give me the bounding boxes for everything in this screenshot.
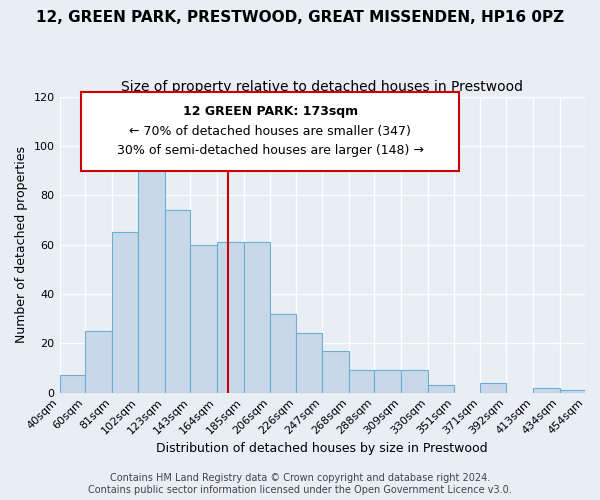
Bar	[349, 370, 374, 392]
Bar	[401, 370, 428, 392]
Bar	[533, 388, 560, 392]
Bar	[217, 242, 244, 392]
Bar	[428, 385, 454, 392]
Bar	[560, 390, 585, 392]
X-axis label: Distribution of detached houses by size in Prestwood: Distribution of detached houses by size …	[157, 442, 488, 455]
Bar	[59, 376, 85, 392]
Title: Size of property relative to detached houses in Prestwood: Size of property relative to detached ho…	[121, 80, 523, 94]
Bar	[138, 160, 165, 392]
Text: 12, GREEN PARK, PRESTWOOD, GREAT MISSENDEN, HP16 0PZ: 12, GREEN PARK, PRESTWOOD, GREAT MISSEND…	[36, 10, 564, 25]
Text: ← 70% of detached houses are smaller (347): ← 70% of detached houses are smaller (34…	[129, 124, 411, 138]
Text: Contains HM Land Registry data © Crown copyright and database right 2024.
Contai: Contains HM Land Registry data © Crown c…	[88, 474, 512, 495]
Y-axis label: Number of detached properties: Number of detached properties	[15, 146, 28, 343]
Text: 30% of semi-detached houses are larger (148) →: 30% of semi-detached houses are larger (…	[117, 144, 424, 158]
FancyBboxPatch shape	[81, 92, 460, 170]
Bar	[85, 331, 112, 392]
Text: 12 GREEN PARK: 173sqm: 12 GREEN PARK: 173sqm	[182, 105, 358, 118]
Bar	[479, 382, 506, 392]
Bar	[190, 244, 217, 392]
Bar	[296, 334, 322, 392]
Bar	[322, 350, 349, 393]
Bar	[374, 370, 401, 392]
Bar	[165, 210, 190, 392]
Bar	[112, 232, 138, 392]
Bar	[270, 314, 296, 392]
Bar	[244, 242, 270, 392]
